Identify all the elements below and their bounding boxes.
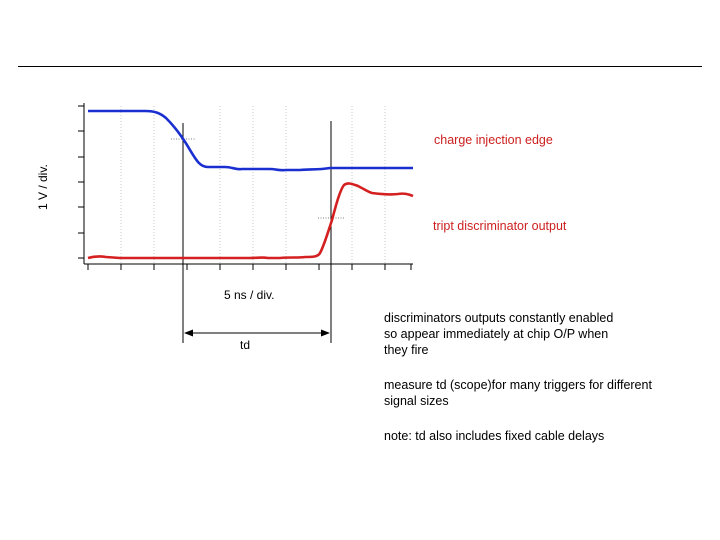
top-divider xyxy=(18,66,702,67)
charge-injection-label: charge injection edge xyxy=(434,133,553,147)
charge-injection-trace xyxy=(88,109,413,172)
y-axis-label: 1 V / div. xyxy=(36,164,50,210)
tript-output-label: tript discriminator output xyxy=(433,219,567,233)
td-arrow-left-head xyxy=(184,329,193,337)
tript-discriminator-trace xyxy=(87,182,414,260)
x-ticks xyxy=(87,264,412,270)
x-axis-label: 5 ns / div. xyxy=(224,288,275,302)
y-ticks xyxy=(78,105,84,259)
td-arrow-right-head xyxy=(321,329,330,337)
note-discriminator-outputs: discriminators outputs constantly enable… xyxy=(384,311,614,357)
note-cable-delays: note: td also includes fixed cable delay… xyxy=(384,429,605,443)
td-label: td xyxy=(240,338,251,352)
note-measure-td: measure td (scope)for many triggers for … xyxy=(384,378,652,408)
